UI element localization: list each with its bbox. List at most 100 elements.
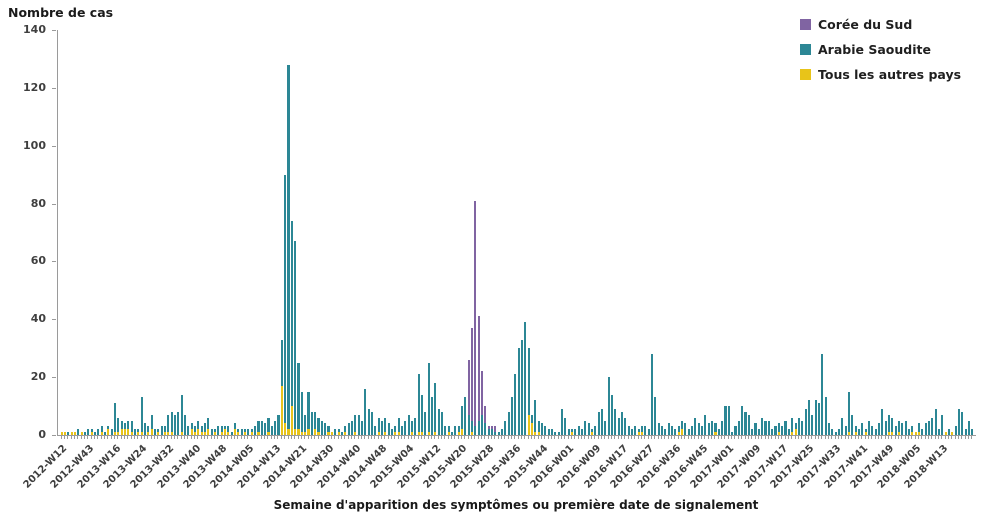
x-tick-mark [777,436,779,439]
bar-segment-arabie_saoudite [717,429,720,435]
x-tick-mark [867,436,869,439]
bar-segment-tous_les_autres_pays [397,432,400,435]
bar-segment-tous_les_autres_pays [317,432,320,435]
bar-segment-coree_du_sud [484,406,487,424]
bar-segment-arabie_saoudite [744,411,747,435]
x-tick-mark [794,436,796,439]
bar-segment-tous_les_autres_pays [327,432,330,435]
bar-segment-arabie_saoudite [297,362,300,430]
bar-segment-arabie_saoudite [350,420,353,435]
x-tick-mark [184,436,186,439]
bar-segment-arabie_saoudite [734,426,737,435]
x-tick-mark [164,436,166,439]
x-tick-mark [324,436,326,439]
bar-segment-tous_les_autres_pays [137,432,140,435]
bar-segment-arabie_saoudite [807,400,810,435]
bar-segment-arabie_saoudite [727,406,730,435]
x-tick-mark [497,436,499,439]
bar-segment-tous_les_autres_pays [887,432,890,435]
x-tick-mark [380,436,382,439]
x-tick-mark [521,436,522,439]
x-tick-mark [801,436,803,439]
bar-segment-arabie_saoudite [200,426,203,433]
bar-segment-arabie_saoudite [641,426,644,433]
x-tick-mark [784,436,786,439]
x-tick-mark [120,436,122,439]
bar-segment-arabie_saoudite [354,414,357,433]
bar-segment-arabie_saoudite [931,417,934,435]
bar-segment-arabie_saoudite [564,417,567,435]
bar-segment-arabie_saoudite [861,423,864,435]
bar-segment-arabie_saoudite [684,423,687,435]
x-tick-mark [537,436,539,439]
bar-segment-arabie_saoudite [847,391,850,433]
bar-segment-arabie_saoudite [687,429,690,435]
x-tick-mark [167,436,169,439]
x-tick-mark [957,436,959,439]
bar-segment-tous_les_autres_pays [847,432,850,435]
x-axis-title: Semaine d'apparition des symptômes ou pr… [273,498,759,512]
x-tick-mark [337,436,339,439]
bar-segment-arabie_saoudite [207,417,210,430]
bar-segment-tous_les_autres_pays [167,432,170,435]
x-tick-mark [494,436,496,439]
x-tick-mark [247,436,249,439]
bar-segment-arabie_saoudite [484,423,487,435]
bar-segment-arabie_saoudite [180,394,183,433]
bar-segment-arabie_saoudite [837,429,840,435]
bar-segment-tous_les_autres_pays [460,429,463,435]
x-tick-mark [611,436,613,439]
x-tick-mark [257,436,259,439]
x-tick-mark [821,436,823,439]
x-tick-mark [254,436,256,439]
bar-segment-arabie_saoudite [130,420,133,433]
x-tick-mark [290,436,292,439]
x-tick-mark [947,436,949,439]
x-tick-mark [300,436,302,439]
bar-segment-arabie_saoudite [360,420,363,435]
bar-segment-tous_les_autres_pays [447,432,450,435]
bar-segment-arabie_saoudite [227,426,230,433]
bar-segment-arabie_saoudite [504,420,507,435]
x-tick-mark [514,436,516,439]
x-tick-mark [607,436,609,439]
bar-segment-arabie_saoudite [934,408,937,435]
x-tick-mark [791,436,793,439]
bar-segment-arabie_saoudite [224,426,227,430]
bar-segment-arabie_saoudite [601,408,604,435]
x-tick-mark [847,436,849,439]
bar-segment-arabie_saoudite [424,411,427,435]
bar-segment-arabie_saoudite [170,411,173,433]
bar-segment-tous_les_autres_pays [147,432,150,435]
bar-segment-arabie_saoudite [154,429,157,435]
x-tick-mark [637,436,639,439]
bar-segment-arabie_saoudite [357,414,360,435]
bar-segment-arabie_saoudite [571,429,574,433]
x-tick-mark [84,436,86,439]
x-tick-mark [687,436,689,439]
x-tick-mark [327,436,329,439]
bar-segment-tous_les_autres_pays [377,432,380,435]
y-tick-mark [52,30,56,31]
bar-segment-arabie_saoudite [514,374,517,435]
bar-segment-arabie_saoudite [814,400,817,435]
bar-segment-arabie_saoudite [107,426,110,430]
x-tick-mark [937,436,939,439]
bar-segment-tous_les_autres_pays [854,432,857,435]
x-tick-mark [470,436,472,439]
x-tick-mark [377,436,379,439]
bar-segment-arabie_saoudite [644,426,647,435]
x-tick-mark [671,436,673,439]
bar-segment-arabie_saoudite [821,354,824,435]
bar-segment-arabie_saoudite [147,426,150,433]
bar-segment-tous_les_autres_pays [140,432,143,435]
x-tick-mark [621,436,623,439]
x-tick-mark [807,436,809,439]
bar-segment-tous_les_autres_pays [157,432,160,435]
bar-segment-arabie_saoudite [427,362,430,433]
legend-item-coree-du-sud: Corée du Sud [800,12,961,37]
x-tick-mark [927,436,929,439]
x-tick-mark [457,436,459,439]
x-tick-mark [554,436,556,439]
